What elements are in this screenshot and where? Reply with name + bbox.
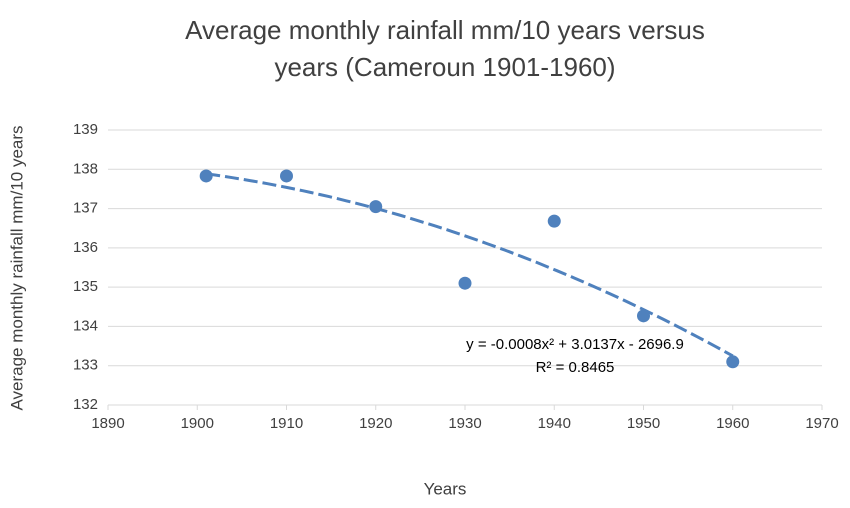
trendline-equation: y = -0.0008x² + 3.0137x - 2696.9 [466, 336, 684, 353]
y-tick-label: 132 [73, 396, 98, 413]
point [637, 309, 650, 323]
chart-title: years (Cameroun 1901-1960) [274, 52, 615, 82]
x-tick-label: 1930 [448, 415, 481, 432]
trendline-r-squared: R² = 0.8465 [536, 359, 615, 376]
point [369, 200, 383, 214]
point [199, 169, 213, 183]
x-tick-label: 1950 [627, 415, 660, 432]
y-axis-title: Average monthly rainfall mm/10 years [7, 125, 26, 410]
x-tick-label: 1970 [805, 415, 838, 432]
x-tick-label: 1960 [716, 415, 749, 432]
point [547, 214, 561, 228]
x-tick-label: 1900 [181, 415, 214, 432]
x-tick-label: 1940 [538, 415, 571, 432]
y-tick-label: 139 [73, 121, 98, 138]
y-tick-label: 135 [73, 278, 98, 295]
x-tick-label: 1910 [270, 415, 303, 432]
x-axis-title: Years [424, 479, 467, 498]
y-tick-label: 138 [73, 160, 98, 177]
x-tick-label: 1920 [359, 415, 392, 432]
point [280, 169, 293, 183]
y-tick-label: 134 [73, 317, 98, 334]
y-tick-label: 133 [73, 357, 98, 374]
y-tick-label: 136 [73, 239, 98, 256]
point [458, 276, 472, 290]
y-tick-label: 137 [73, 200, 98, 217]
x-tick-label: 1890 [91, 415, 124, 432]
chart-title: Average monthly rainfall mm/10 years ver… [185, 15, 705, 45]
point [726, 355, 740, 369]
